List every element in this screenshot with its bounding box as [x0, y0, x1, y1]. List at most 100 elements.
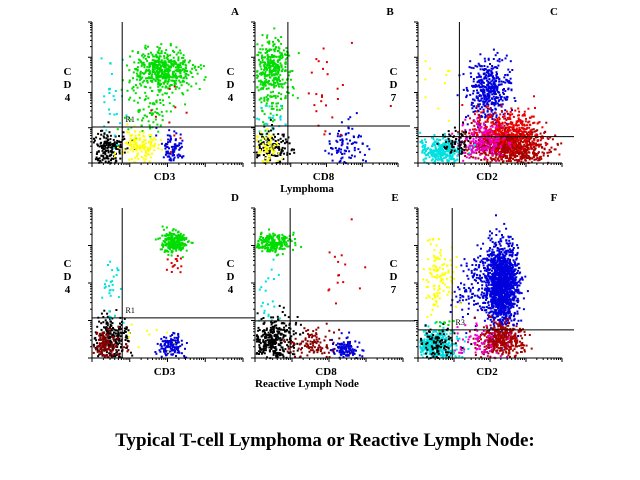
data-point: [100, 312, 103, 315]
data-point: [148, 66, 151, 69]
data-point: [265, 102, 268, 105]
data-point: [256, 43, 259, 46]
data-point: [100, 346, 103, 349]
data-point: [114, 332, 117, 335]
data-point: [321, 94, 323, 97]
data-point: [182, 56, 185, 59]
data-point: [259, 133, 262, 136]
data-point: [103, 142, 106, 145]
data-point: [484, 125, 487, 128]
data-point: [273, 95, 276, 97]
data-point: [479, 152, 482, 155]
data-point: [117, 353, 120, 356]
data-point: [510, 132, 513, 135]
data-point: [521, 130, 524, 133]
data-point: [270, 72, 273, 75]
data-point: [501, 129, 504, 132]
data-point: [470, 133, 473, 136]
data-point: [164, 92, 167, 95]
data-point: [498, 130, 501, 133]
data-point: [431, 152, 434, 155]
data-point: [93, 137, 95, 140]
data-point: [501, 142, 504, 145]
data-point: [275, 69, 278, 72]
data-point: [475, 142, 478, 145]
data-point: [98, 345, 101, 348]
data-point: [109, 320, 112, 323]
data-point: [524, 130, 527, 133]
data-point: [546, 137, 549, 139]
data-point: [426, 148, 429, 150]
data-point: [488, 132, 490, 134]
data-point: [105, 333, 108, 336]
data-point: [531, 143, 533, 146]
data-point: [185, 342, 188, 344]
data-point: [288, 152, 291, 155]
data-point: [492, 48, 495, 51]
data-point: [107, 149, 109, 152]
data-point: [148, 70, 151, 73]
data-point: [421, 150, 424, 152]
data-point: [509, 143, 512, 146]
data-point: [453, 149, 456, 152]
data-point: [165, 68, 168, 71]
data-point: [150, 142, 152, 145]
data-point: [175, 85, 178, 88]
data-point: [135, 144, 138, 147]
data-point: [169, 245, 172, 248]
data-point: [132, 140, 135, 143]
data-point: [111, 280, 114, 283]
data-point: [166, 152, 169, 155]
data-point: [511, 128, 514, 131]
data-point: [346, 147, 349, 150]
data-point: [136, 118, 139, 121]
data-point: [280, 42, 283, 45]
data-point: [487, 97, 490, 100]
data-point: [528, 120, 531, 123]
data-point: [150, 140, 153, 143]
data-point: [501, 103, 504, 106]
data-point: [485, 130, 488, 133]
data-point: [421, 142, 424, 144]
data-point: [110, 354, 113, 357]
data-point: [491, 118, 494, 120]
data-point: [176, 267, 179, 270]
data-point: [170, 240, 173, 243]
data-point: [272, 70, 275, 73]
data-point: [179, 49, 182, 52]
data-point: [509, 154, 512, 157]
data-point: [502, 148, 505, 151]
data-point: [174, 242, 176, 245]
data-point: [168, 147, 170, 150]
data-point: [277, 71, 280, 74]
data-point: [475, 96, 478, 99]
data-point: [469, 146, 472, 149]
data-point: [502, 88, 504, 91]
data-point: [129, 118, 132, 121]
data-point: [139, 73, 142, 76]
data-point: [530, 133, 533, 136]
data-point: [167, 350, 170, 353]
data-point: [180, 265, 183, 268]
data-point: [158, 113, 161, 116]
data-point: [486, 142, 489, 145]
data-point: [100, 133, 103, 136]
data-point: [169, 157, 172, 160]
data-point: [506, 147, 509, 150]
data-point: [109, 62, 112, 65]
data-point: [164, 60, 167, 63]
data-point: [520, 140, 522, 143]
data-point: [262, 72, 265, 75]
data-point: [97, 150, 100, 153]
data-point: [138, 148, 141, 151]
data-point: [120, 339, 123, 342]
data-point: [256, 139, 258, 142]
data-point: [151, 102, 154, 105]
data-point: [487, 82, 490, 85]
data-point: [472, 146, 475, 149]
data-point: [515, 127, 518, 130]
data-point: [137, 157, 140, 160]
data-point: [496, 152, 499, 155]
data-point: [137, 146, 140, 149]
data-point: [112, 147, 115, 150]
